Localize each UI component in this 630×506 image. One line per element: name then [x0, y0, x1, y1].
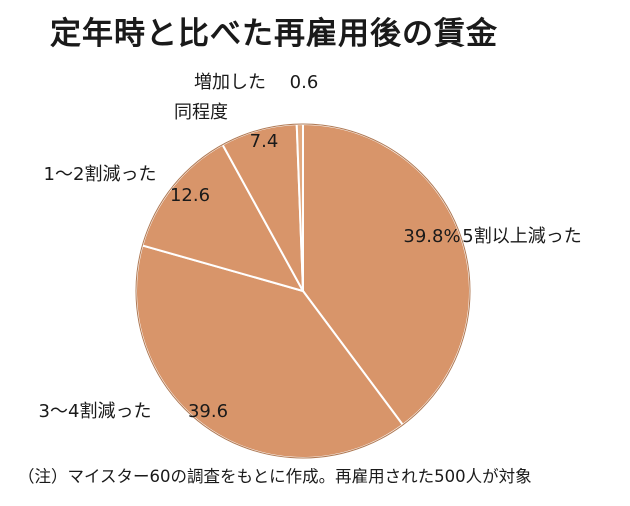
slice-value-label: 0.6	[290, 72, 319, 93]
pie-outline	[135, 123, 471, 459]
slice-category-label: 増加した	[194, 72, 266, 93]
slice-category-label: 1〜2割減った	[44, 164, 157, 185]
slice-value-label: 39.8%	[403, 226, 460, 247]
chart-title: 定年時と比べた再雇用後の賃金	[50, 16, 498, 52]
slice-category-label: 3〜4割減った	[39, 401, 152, 422]
slice-value-label: 39.6	[188, 401, 228, 422]
slice-category-label: 同程度	[174, 102, 228, 123]
slice-value-label: 7.4	[250, 131, 279, 152]
slice-category-label: 5割以上減った	[462, 226, 581, 247]
slice-value-label: 12.6	[170, 185, 210, 206]
footnote: （注）マイスター60の調査をもとに作成。再雇用された500人が対象	[18, 467, 532, 486]
